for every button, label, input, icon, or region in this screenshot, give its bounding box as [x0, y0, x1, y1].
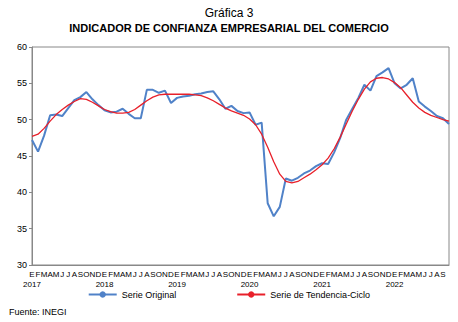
svg-text:A: A — [144, 269, 150, 279]
svg-text:45: 45 — [17, 151, 27, 161]
svg-text:A: A — [361, 269, 368, 279]
svg-text:A: A — [434, 269, 440, 279]
svg-text:J: J — [139, 270, 143, 279]
svg-text:A: A — [216, 269, 222, 279]
html-text:F M A: F M A — [325, 269, 343, 279]
html-text:O N: O N — [228, 269, 241, 279]
svg-text:J: J — [278, 270, 282, 279]
svg-text:35: 35 — [17, 224, 27, 234]
svg-text:E: E — [319, 270, 324, 279]
svg-text:2017: 2017 — [23, 280, 41, 289]
svg-text:J: J — [205, 270, 209, 279]
svg-text:J: J — [356, 270, 360, 279]
svg-text:2019: 2019 — [168, 280, 186, 289]
svg-text:30: 30 — [17, 260, 27, 270]
svg-text:J: J — [284, 270, 288, 279]
svg-text:E: E — [29, 270, 34, 279]
svg-text:E: E — [102, 270, 107, 279]
svg-text:S: S — [223, 270, 228, 279]
svg-text:55: 55 — [17, 78, 27, 88]
html-text:O N: O N — [300, 269, 313, 279]
svg-text:J: J — [133, 270, 137, 279]
svg-text:E: E — [247, 270, 252, 279]
svg-text:J: J — [211, 270, 215, 279]
svg-text:60: 60 — [17, 42, 27, 52]
svg-text:50: 50 — [17, 115, 27, 125]
svg-text:40: 40 — [17, 187, 27, 197]
svg-text:2022: 2022 — [386, 280, 404, 289]
html-text:F M A: F M A — [108, 269, 126, 279]
svg-text:S: S — [150, 270, 155, 279]
svg-text:M: M — [270, 270, 277, 279]
svg-text:D: D — [313, 270, 319, 279]
svg-text:M: M — [53, 270, 60, 279]
svg-text:J: J — [429, 270, 433, 279]
svg-text:A: A — [289, 269, 295, 279]
html-text:O N: O N — [155, 269, 168, 279]
html-text:O N: O N — [83, 269, 96, 279]
svg-text:2018: 2018 — [96, 280, 114, 289]
svg-text:E: E — [174, 270, 179, 279]
svg-text:M: M — [125, 270, 132, 279]
svg-text:S: S — [78, 270, 83, 279]
html-text:F M A: F M A — [253, 269, 271, 279]
svg-text:Gráfica 3: Gráfica 3 — [205, 6, 254, 20]
svg-text:D: D — [96, 270, 102, 279]
svg-text:Serie de Tendencia-Ciclo: Serie de Tendencia-Ciclo — [270, 290, 370, 300]
html-text:O N: O N — [373, 269, 386, 279]
html-text:F M A: F M A — [180, 269, 198, 279]
svg-text:E: E — [392, 270, 397, 279]
svg-text:D: D — [241, 270, 247, 279]
svg-text:Fuente: INEGI: Fuente: INEGI — [9, 307, 67, 317]
svg-text:M: M — [198, 270, 205, 279]
svg-text:J: J — [60, 270, 64, 279]
svg-text:INDICADOR DE CONFIANZA EMPRESA: INDICADOR DE CONFIANZA EMPRESARIAL DEL C… — [69, 22, 389, 34]
svg-text:2020: 2020 — [241, 280, 259, 289]
svg-text:A: A — [71, 269, 77, 279]
svg-text:Serie Original: Serie Original — [122, 290, 177, 300]
svg-text:J: J — [66, 270, 70, 279]
svg-text:D: D — [168, 270, 174, 279]
html-text:F M A: F M A — [398, 269, 416, 279]
svg-text:S: S — [295, 270, 300, 279]
html-text:F M A: F M A — [35, 269, 53, 279]
svg-text:S: S — [440, 270, 445, 279]
svg-text:J: J — [423, 270, 427, 279]
svg-text:S: S — [368, 270, 373, 279]
svg-text:M: M — [415, 270, 422, 279]
svg-text:D: D — [386, 270, 392, 279]
svg-text:J: J — [350, 270, 354, 279]
svg-text:2021: 2021 — [313, 280, 331, 289]
svg-text:M: M — [343, 270, 350, 279]
